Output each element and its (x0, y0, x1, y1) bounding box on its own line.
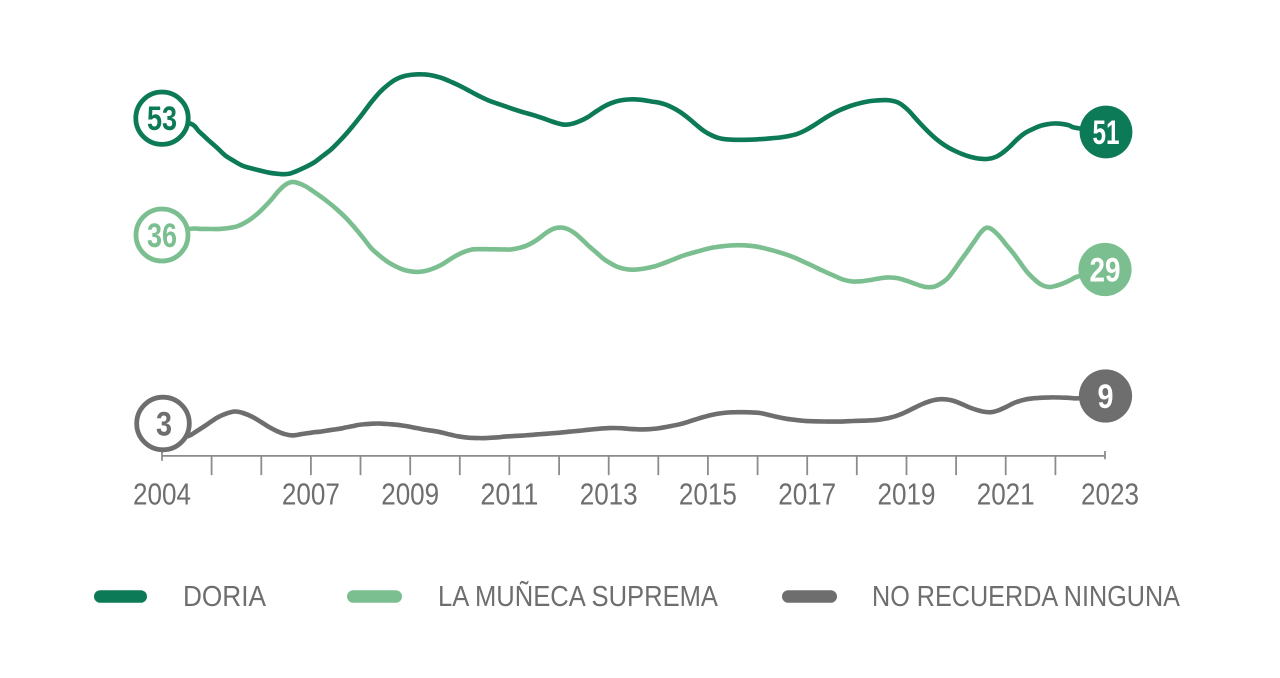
svg-text:36: 36 (147, 217, 177, 255)
svg-text:2019: 2019 (878, 477, 936, 512)
svg-text:DORIA: DORIA (183, 581, 267, 613)
svg-text:53: 53 (147, 100, 177, 138)
svg-text:2017: 2017 (778, 477, 836, 512)
svg-text:NO RECUERDA NINGUNA: NO RECUERDA NINGUNA (872, 581, 1181, 613)
svg-text:2023: 2023 (1081, 477, 1139, 512)
svg-text:9: 9 (1098, 378, 1114, 416)
svg-text:LA MUÑECA SUPREMA: LA MUÑECA SUPREMA (438, 579, 719, 613)
svg-text:2007: 2007 (282, 477, 340, 512)
svg-text:2015: 2015 (679, 477, 737, 512)
svg-text:2004: 2004 (133, 477, 191, 512)
svg-text:3: 3 (156, 406, 172, 444)
svg-text:29: 29 (1090, 252, 1121, 290)
svg-text:2009: 2009 (381, 477, 439, 512)
svg-text:51: 51 (1093, 114, 1120, 152)
svg-text:2021: 2021 (977, 477, 1035, 512)
svg-text:2013: 2013 (580, 477, 638, 512)
svg-text:2011: 2011 (480, 477, 538, 512)
